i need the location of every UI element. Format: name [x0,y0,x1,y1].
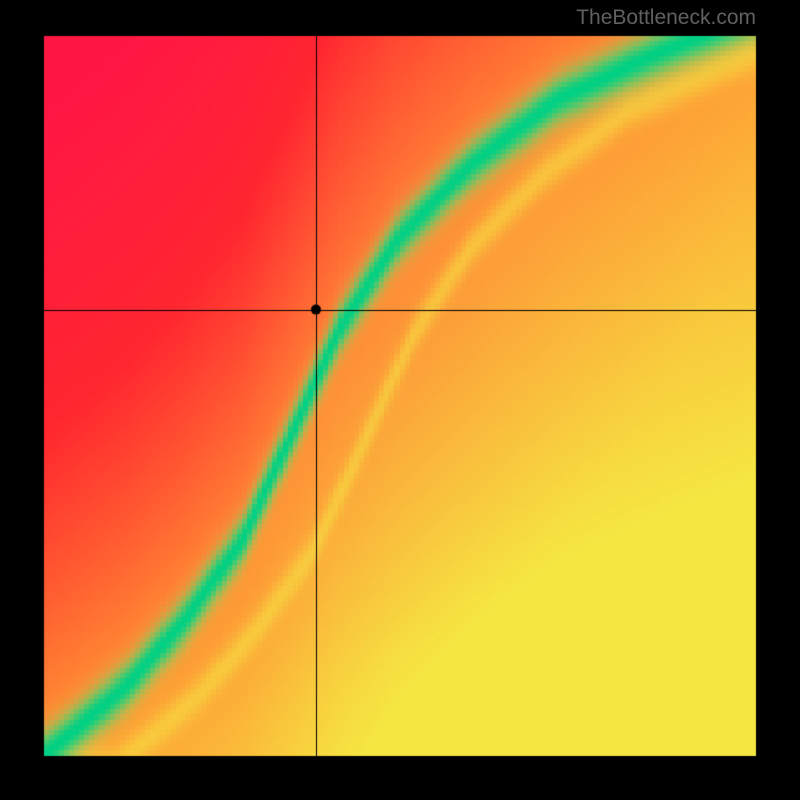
chart-container: TheBottleneck.com [0,0,800,800]
watermark-text: TheBottleneck.com [576,6,756,30]
heatmap-canvas [0,0,800,800]
